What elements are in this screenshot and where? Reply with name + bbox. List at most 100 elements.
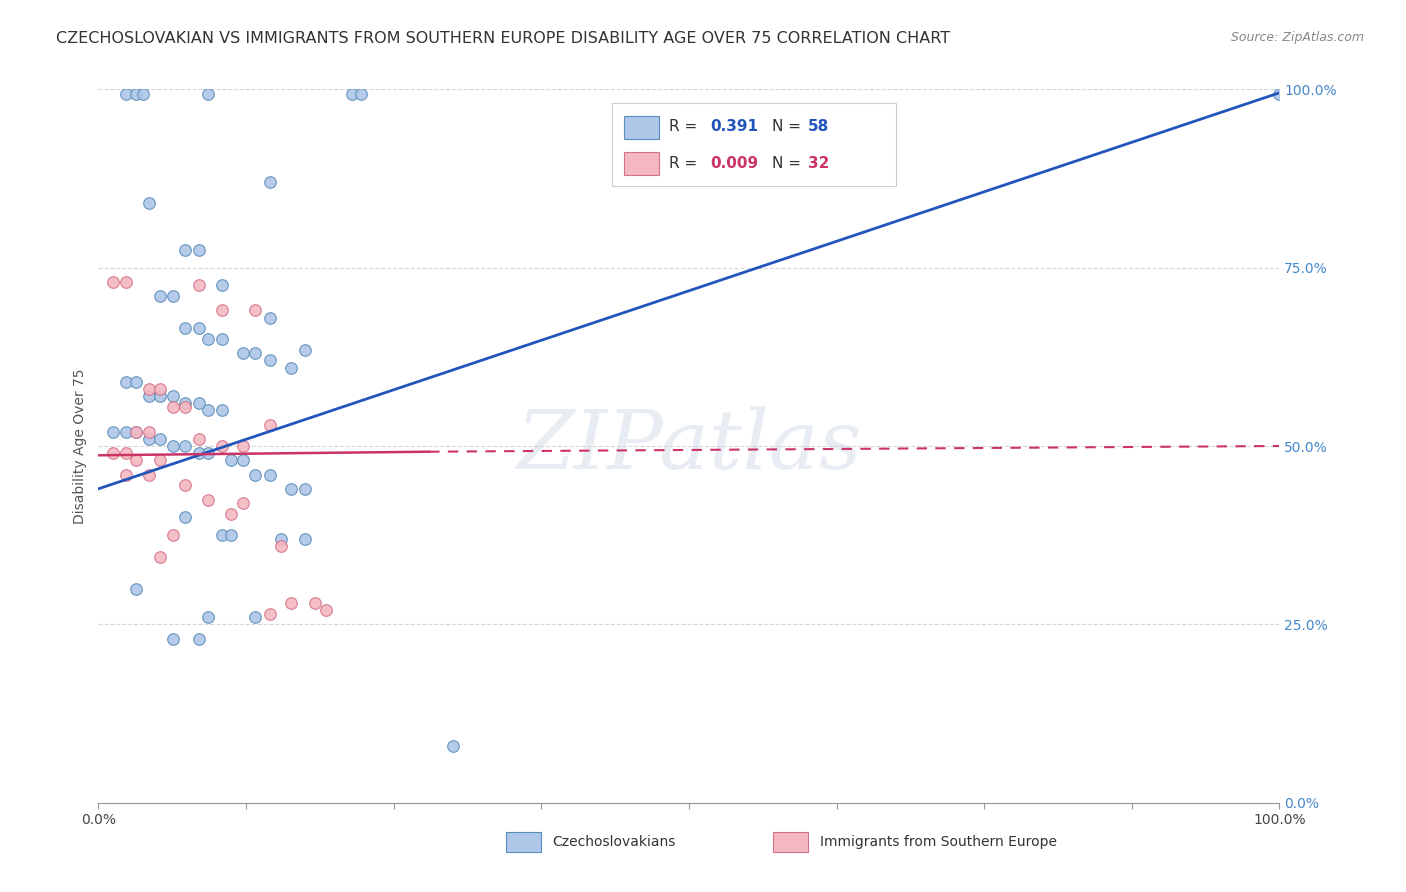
Point bbox=[245, 346, 267, 360]
Point bbox=[125, 582, 148, 596]
Text: 0.009: 0.009 bbox=[710, 156, 758, 171]
Point bbox=[187, 243, 209, 257]
Point bbox=[270, 532, 292, 546]
Point bbox=[197, 610, 219, 624]
Text: Immigrants from Southern Europe: Immigrants from Southern Europe bbox=[820, 835, 1057, 849]
Point bbox=[219, 453, 242, 467]
Point bbox=[114, 446, 136, 460]
Text: Czechoslovakians: Czechoslovakians bbox=[553, 835, 676, 849]
Point bbox=[259, 175, 281, 189]
Point bbox=[231, 453, 253, 467]
Point bbox=[173, 321, 195, 335]
Point bbox=[187, 632, 209, 646]
Point bbox=[149, 432, 172, 446]
Point bbox=[173, 510, 195, 524]
Point bbox=[231, 439, 253, 453]
Point bbox=[138, 196, 160, 211]
Point bbox=[173, 400, 195, 414]
Point bbox=[187, 396, 209, 410]
Point bbox=[259, 310, 281, 325]
Point bbox=[173, 439, 195, 453]
Point bbox=[259, 607, 281, 621]
Point bbox=[259, 353, 281, 368]
Point bbox=[125, 425, 148, 439]
Point bbox=[280, 596, 302, 610]
Point bbox=[294, 482, 316, 496]
Point bbox=[441, 739, 464, 753]
Point bbox=[211, 439, 233, 453]
Point bbox=[211, 528, 233, 542]
Point bbox=[197, 446, 219, 460]
Point bbox=[1268, 87, 1291, 102]
Point bbox=[125, 375, 148, 389]
Point bbox=[219, 507, 242, 521]
Point bbox=[114, 425, 136, 439]
Point bbox=[173, 396, 195, 410]
Point bbox=[173, 243, 195, 257]
Point bbox=[342, 87, 364, 102]
Point bbox=[197, 332, 219, 346]
Point bbox=[114, 375, 136, 389]
Point bbox=[125, 87, 148, 102]
Point bbox=[315, 603, 337, 617]
Point bbox=[280, 482, 302, 496]
Point bbox=[149, 289, 172, 303]
Point bbox=[162, 439, 184, 453]
Point bbox=[304, 596, 326, 610]
Point bbox=[162, 289, 184, 303]
Text: 0.391: 0.391 bbox=[710, 119, 758, 134]
Point bbox=[125, 453, 148, 467]
Point bbox=[259, 467, 281, 482]
Point bbox=[173, 478, 195, 492]
Bar bbox=[624, 116, 659, 139]
Point bbox=[101, 425, 124, 439]
Point bbox=[132, 87, 155, 102]
Point bbox=[294, 532, 316, 546]
Bar bbox=[612, 103, 896, 186]
Point bbox=[162, 632, 184, 646]
Point bbox=[149, 453, 172, 467]
Point bbox=[162, 528, 184, 542]
Point bbox=[187, 432, 209, 446]
Point bbox=[187, 446, 209, 460]
Point bbox=[149, 549, 172, 564]
Y-axis label: Disability Age Over 75: Disability Age Over 75 bbox=[73, 368, 87, 524]
Text: R =: R = bbox=[669, 119, 702, 134]
Point bbox=[219, 528, 242, 542]
Point bbox=[149, 382, 172, 396]
Point bbox=[231, 496, 253, 510]
Point bbox=[101, 275, 124, 289]
Point bbox=[187, 278, 209, 293]
Point bbox=[211, 403, 233, 417]
Text: 58: 58 bbox=[808, 119, 830, 134]
Point bbox=[114, 275, 136, 289]
Point bbox=[197, 87, 219, 102]
Point bbox=[138, 467, 160, 482]
Text: 32: 32 bbox=[808, 156, 830, 171]
Point bbox=[125, 425, 148, 439]
Text: N =: N = bbox=[772, 156, 806, 171]
Point bbox=[211, 303, 233, 318]
Bar bbox=[624, 152, 659, 175]
Point bbox=[138, 432, 160, 446]
Text: ZIPatlas: ZIPatlas bbox=[516, 406, 862, 486]
Point bbox=[197, 403, 219, 417]
Text: CZECHOSLOVAKIAN VS IMMIGRANTS FROM SOUTHERN EUROPE DISABILITY AGE OVER 75 CORREL: CZECHOSLOVAKIAN VS IMMIGRANTS FROM SOUTH… bbox=[56, 31, 950, 46]
Point bbox=[114, 87, 136, 102]
Point bbox=[231, 346, 253, 360]
Point bbox=[245, 610, 267, 624]
Point bbox=[270, 539, 292, 553]
Point bbox=[101, 446, 124, 460]
Point bbox=[162, 400, 184, 414]
Point bbox=[211, 278, 233, 293]
Point bbox=[259, 417, 281, 432]
Point bbox=[349, 87, 371, 102]
Point bbox=[197, 492, 219, 507]
Point bbox=[280, 360, 302, 375]
Point bbox=[294, 343, 316, 357]
Text: Source: ZipAtlas.com: Source: ZipAtlas.com bbox=[1230, 31, 1364, 45]
Point bbox=[138, 382, 160, 396]
Point bbox=[138, 425, 160, 439]
Point bbox=[114, 467, 136, 482]
Point bbox=[245, 303, 267, 318]
